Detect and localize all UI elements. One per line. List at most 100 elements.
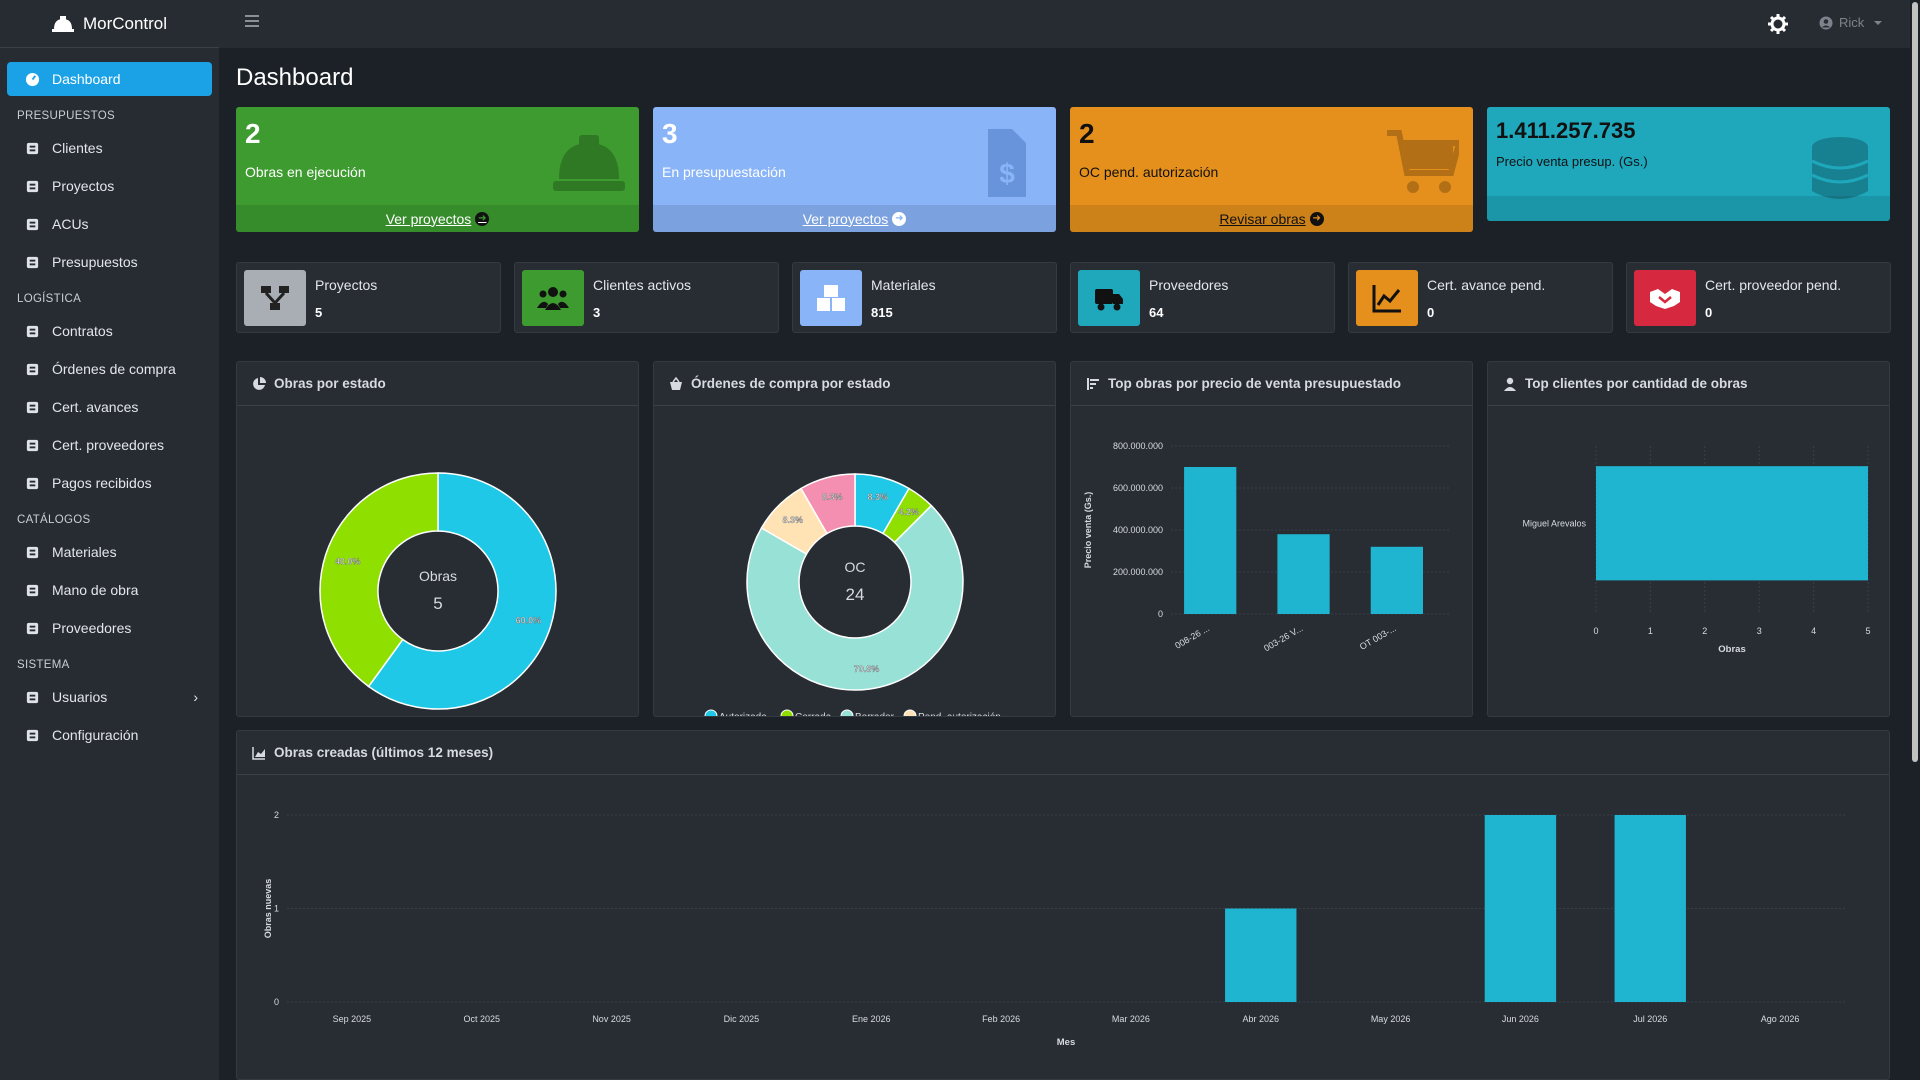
- bar: [1614, 815, 1686, 1002]
- truck-icon: [1078, 270, 1140, 326]
- sidebar-item-pagos-recibidos[interactable]: Pagos recibidos: [7, 466, 212, 500]
- sidebar-item-proveedores[interactable]: Proveedores: [7, 611, 212, 645]
- sidebar-item-label: Clientes: [52, 140, 103, 156]
- sidebar-item-label: Configuración: [52, 727, 139, 743]
- cubes-icon: [24, 216, 40, 232]
- sidebar-item-presupuestos[interactable]: Presupuestos: [7, 245, 212, 279]
- card-obras-por-estado: Obras por estado 60.0%40.0%Obras5Presupu…: [236, 361, 639, 717]
- brand-name: MorControl: [82, 13, 168, 33]
- info-box-label: Proyectos: [315, 277, 378, 293]
- info-box-value: 815: [871, 305, 893, 320]
- sidebar-item-ordenes-de-compra[interactable]: Órdenes de compra: [7, 352, 212, 386]
- info-box-materiales: Materiales 815: [792, 262, 1057, 333]
- info-box-value: 0: [1427, 305, 1435, 320]
- x-tick-label: 008-26 ...: [1173, 623, 1211, 651]
- stat-link-revisar-obras[interactable]: Revisar obras ➜: [1070, 205, 1473, 232]
- sidebar-item-contratos[interactable]: Contratos: [7, 314, 212, 348]
- info-box-value: 3: [593, 305, 601, 320]
- x-tick-label: Ene 2026: [852, 1014, 891, 1024]
- hard-hat-icon: [553, 135, 625, 191]
- sidebar: MorControl Dashboard PRESUPUESTOS Cliente…: [0, 0, 219, 1080]
- page-scrollbar[interactable]: [1910, 0, 1920, 1080]
- card-title: Top clientes por cantidad de obras: [1525, 376, 1748, 391]
- arrow-circle-right-icon: ➜: [475, 211, 490, 226]
- sidebar-item-dashboard[interactable]: Dashboard: [7, 62, 212, 96]
- shopping-cart-icon: [1387, 130, 1459, 193]
- money-bill-icon: [24, 475, 40, 491]
- x-tick-label: Ago 2026: [1761, 1014, 1800, 1024]
- x-tick-label: 2: [1702, 626, 1707, 636]
- sidebar-item-proyectos[interactable]: Proyectos: [7, 169, 212, 203]
- sidebar-item-configuracion[interactable]: Configuración: [7, 718, 212, 752]
- x-tick-label: 003-26 V...: [1262, 623, 1304, 653]
- x-tick-label: Feb 2026: [982, 1014, 1020, 1024]
- y-axis-label: Obras nuevas: [263, 879, 273, 939]
- boxes-icon: [800, 270, 862, 326]
- card-title: Obras por estado: [274, 376, 386, 391]
- card-title: Top obras por precio de venta presupuest…: [1108, 376, 1402, 391]
- user-menu[interactable]: Rick: [1819, 15, 1883, 30]
- legend-swatch: [840, 709, 854, 716]
- caret-down-icon: [1874, 20, 1883, 25]
- chart-line-icon: [1356, 270, 1418, 326]
- sidebar-item-acus[interactable]: ACUs: [7, 207, 212, 241]
- x-tick-label: May 2026: [1371, 1014, 1411, 1024]
- shopping-basket-icon: [670, 376, 682, 390]
- sidebar-item-label: Cert. avances: [52, 399, 139, 415]
- sidebar-item-cert-avances[interactable]: Cert. avances: [7, 390, 212, 424]
- y-axis-label: Precio venta (Gs.): [1083, 492, 1093, 569]
- sidebar-section-header: LOGÍSTICA: [17, 293, 82, 305]
- bar: [1225, 908, 1297, 1002]
- pie-slice: [319, 472, 439, 688]
- bar: [1370, 546, 1423, 614]
- y-tick-label: 600.000.000: [1113, 483, 1163, 493]
- center-value: 24: [846, 585, 865, 604]
- hard-hat-icon: [51, 15, 74, 32]
- chart-pie-icon: [253, 376, 266, 390]
- y-tick-label: Miguel Arevalos: [1522, 518, 1586, 528]
- stat-label: OC pend. autorización: [1079, 164, 1219, 180]
- chart-line-icon: [24, 399, 40, 415]
- info-box-cert-avance-pend: Cert. avance pend. 0: [1348, 262, 1613, 333]
- card-ordenes-compra-estado: Órdenes de compra por estado 8.3% 4.2% 70.…: [653, 361, 1056, 717]
- center-label: Obras: [419, 568, 457, 584]
- sidebar-item-label: Contratos: [52, 323, 113, 339]
- y-tick-label: 1: [274, 904, 279, 914]
- users-icon: [24, 689, 40, 705]
- x-tick-label: Jul 2026: [1633, 1014, 1667, 1024]
- sidebar-item-clientes[interactable]: Clientes: [7, 131, 212, 165]
- sidebar-item-usuarios[interactable]: Usuarios ›: [7, 680, 212, 714]
- cog-icon: [24, 727, 40, 743]
- hard-hat-icon: [24, 582, 40, 598]
- info-box-proyectos: Proyectos 5: [236, 262, 501, 333]
- info-box-label: Clientes activos: [593, 277, 692, 293]
- sidebar-item-mano-de-obra[interactable]: Mano de obra: [7, 573, 212, 607]
- sidebar-item-label: Presupuestos: [52, 254, 138, 270]
- sidebar-section-header: SISTEMA: [17, 659, 70, 671]
- sidebar-item-materiales[interactable]: Materiales: [7, 535, 212, 569]
- info-box-clientes-activos: Clientes activos 3: [514, 262, 779, 333]
- file-signature-icon: [24, 361, 40, 377]
- bar: [1184, 467, 1237, 614]
- file-contract-icon: [24, 323, 40, 339]
- slice-label: 8.3%: [822, 492, 843, 502]
- sidebar-section-header: PRESUPUESTOS: [17, 110, 115, 122]
- x-tick-label: Jun 2026: [1502, 1014, 1539, 1024]
- chart-area-icon: [252, 746, 265, 760]
- brand[interactable]: MorControl: [0, 0, 219, 48]
- theme-toggle-icon[interactable]: [1767, 13, 1789, 35]
- scrollbar-thumb[interactable]: [1912, 2, 1918, 762]
- x-axis-label: Obras: [1718, 644, 1745, 655]
- x-tick-label: Nov 2025: [592, 1014, 631, 1024]
- sidebar-item-label: Cert. proveedores: [52, 437, 165, 453]
- stat-link-ver-proyectos[interactable]: Ver proyectos ➜: [236, 205, 639, 232]
- info-box-value: 64: [1149, 305, 1164, 320]
- menu-toggle-icon[interactable]: [245, 15, 259, 27]
- stat-link-ver-proyectos[interactable]: Ver proyectos ➜: [653, 205, 1056, 232]
- x-tick-label: Dic 2025: [724, 1014, 760, 1024]
- x-tick-label: Abr 2026: [1242, 1014, 1279, 1024]
- x-tick-label: 5: [1865, 626, 1870, 636]
- stat-box-precio-venta: 1.411.257.735 Precio venta presup. (Gs.): [1487, 107, 1890, 221]
- sidebar-item-label: Proveedores: [52, 620, 132, 636]
- sidebar-item-cert-proveedores[interactable]: Cert. proveedores: [7, 428, 212, 462]
